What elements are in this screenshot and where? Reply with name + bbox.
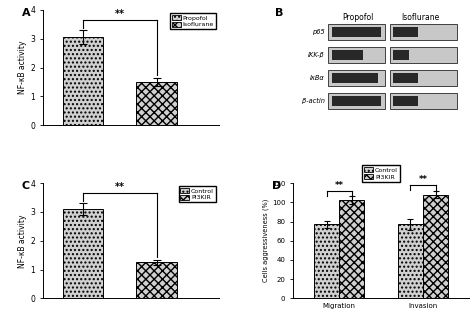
FancyBboxPatch shape <box>390 70 457 86</box>
Text: IKK-β: IKK-β <box>308 52 325 58</box>
Text: Isoflurane: Isoflurane <box>401 13 439 22</box>
Text: D: D <box>272 181 281 191</box>
Bar <box>398 224 423 298</box>
Bar <box>137 82 177 125</box>
Text: **: ** <box>115 9 125 19</box>
Bar <box>63 37 103 125</box>
Text: C: C <box>21 181 30 191</box>
FancyBboxPatch shape <box>393 27 418 37</box>
Text: **: ** <box>419 175 428 184</box>
FancyBboxPatch shape <box>328 47 384 63</box>
Text: IκBα: IκBα <box>310 75 325 81</box>
Text: B: B <box>275 8 284 17</box>
Text: A: A <box>21 8 30 17</box>
FancyBboxPatch shape <box>328 70 384 86</box>
Text: p65: p65 <box>312 29 325 35</box>
FancyBboxPatch shape <box>393 96 418 106</box>
Text: **: ** <box>115 182 125 192</box>
Bar <box>63 209 103 298</box>
Bar <box>339 200 365 298</box>
FancyBboxPatch shape <box>332 50 364 60</box>
FancyBboxPatch shape <box>393 50 410 60</box>
Bar <box>423 195 448 298</box>
Legend: Propofol, Isoflurane: Propofol, Isoflurane <box>170 13 216 29</box>
Bar <box>314 224 339 298</box>
FancyBboxPatch shape <box>393 73 418 83</box>
Y-axis label: NF-κB activity: NF-κB activity <box>18 214 27 268</box>
Y-axis label: NF-κB activity: NF-κB activity <box>18 41 27 94</box>
Y-axis label: Cells aggressiveness (%): Cells aggressiveness (%) <box>263 199 269 282</box>
Legend: Control, PI3KIR: Control, PI3KIR <box>363 165 400 182</box>
Bar <box>137 262 177 298</box>
Text: β-actin: β-actin <box>302 98 325 104</box>
FancyBboxPatch shape <box>390 93 457 109</box>
FancyBboxPatch shape <box>332 27 381 37</box>
FancyBboxPatch shape <box>328 24 384 40</box>
FancyBboxPatch shape <box>332 96 381 106</box>
FancyBboxPatch shape <box>328 93 384 109</box>
FancyBboxPatch shape <box>390 24 457 40</box>
Legend: Control, PI3KIR: Control, PI3KIR <box>179 186 216 202</box>
Text: Propofol: Propofol <box>343 13 374 22</box>
Text: **: ** <box>335 181 344 190</box>
FancyBboxPatch shape <box>390 47 457 63</box>
FancyBboxPatch shape <box>332 73 378 83</box>
